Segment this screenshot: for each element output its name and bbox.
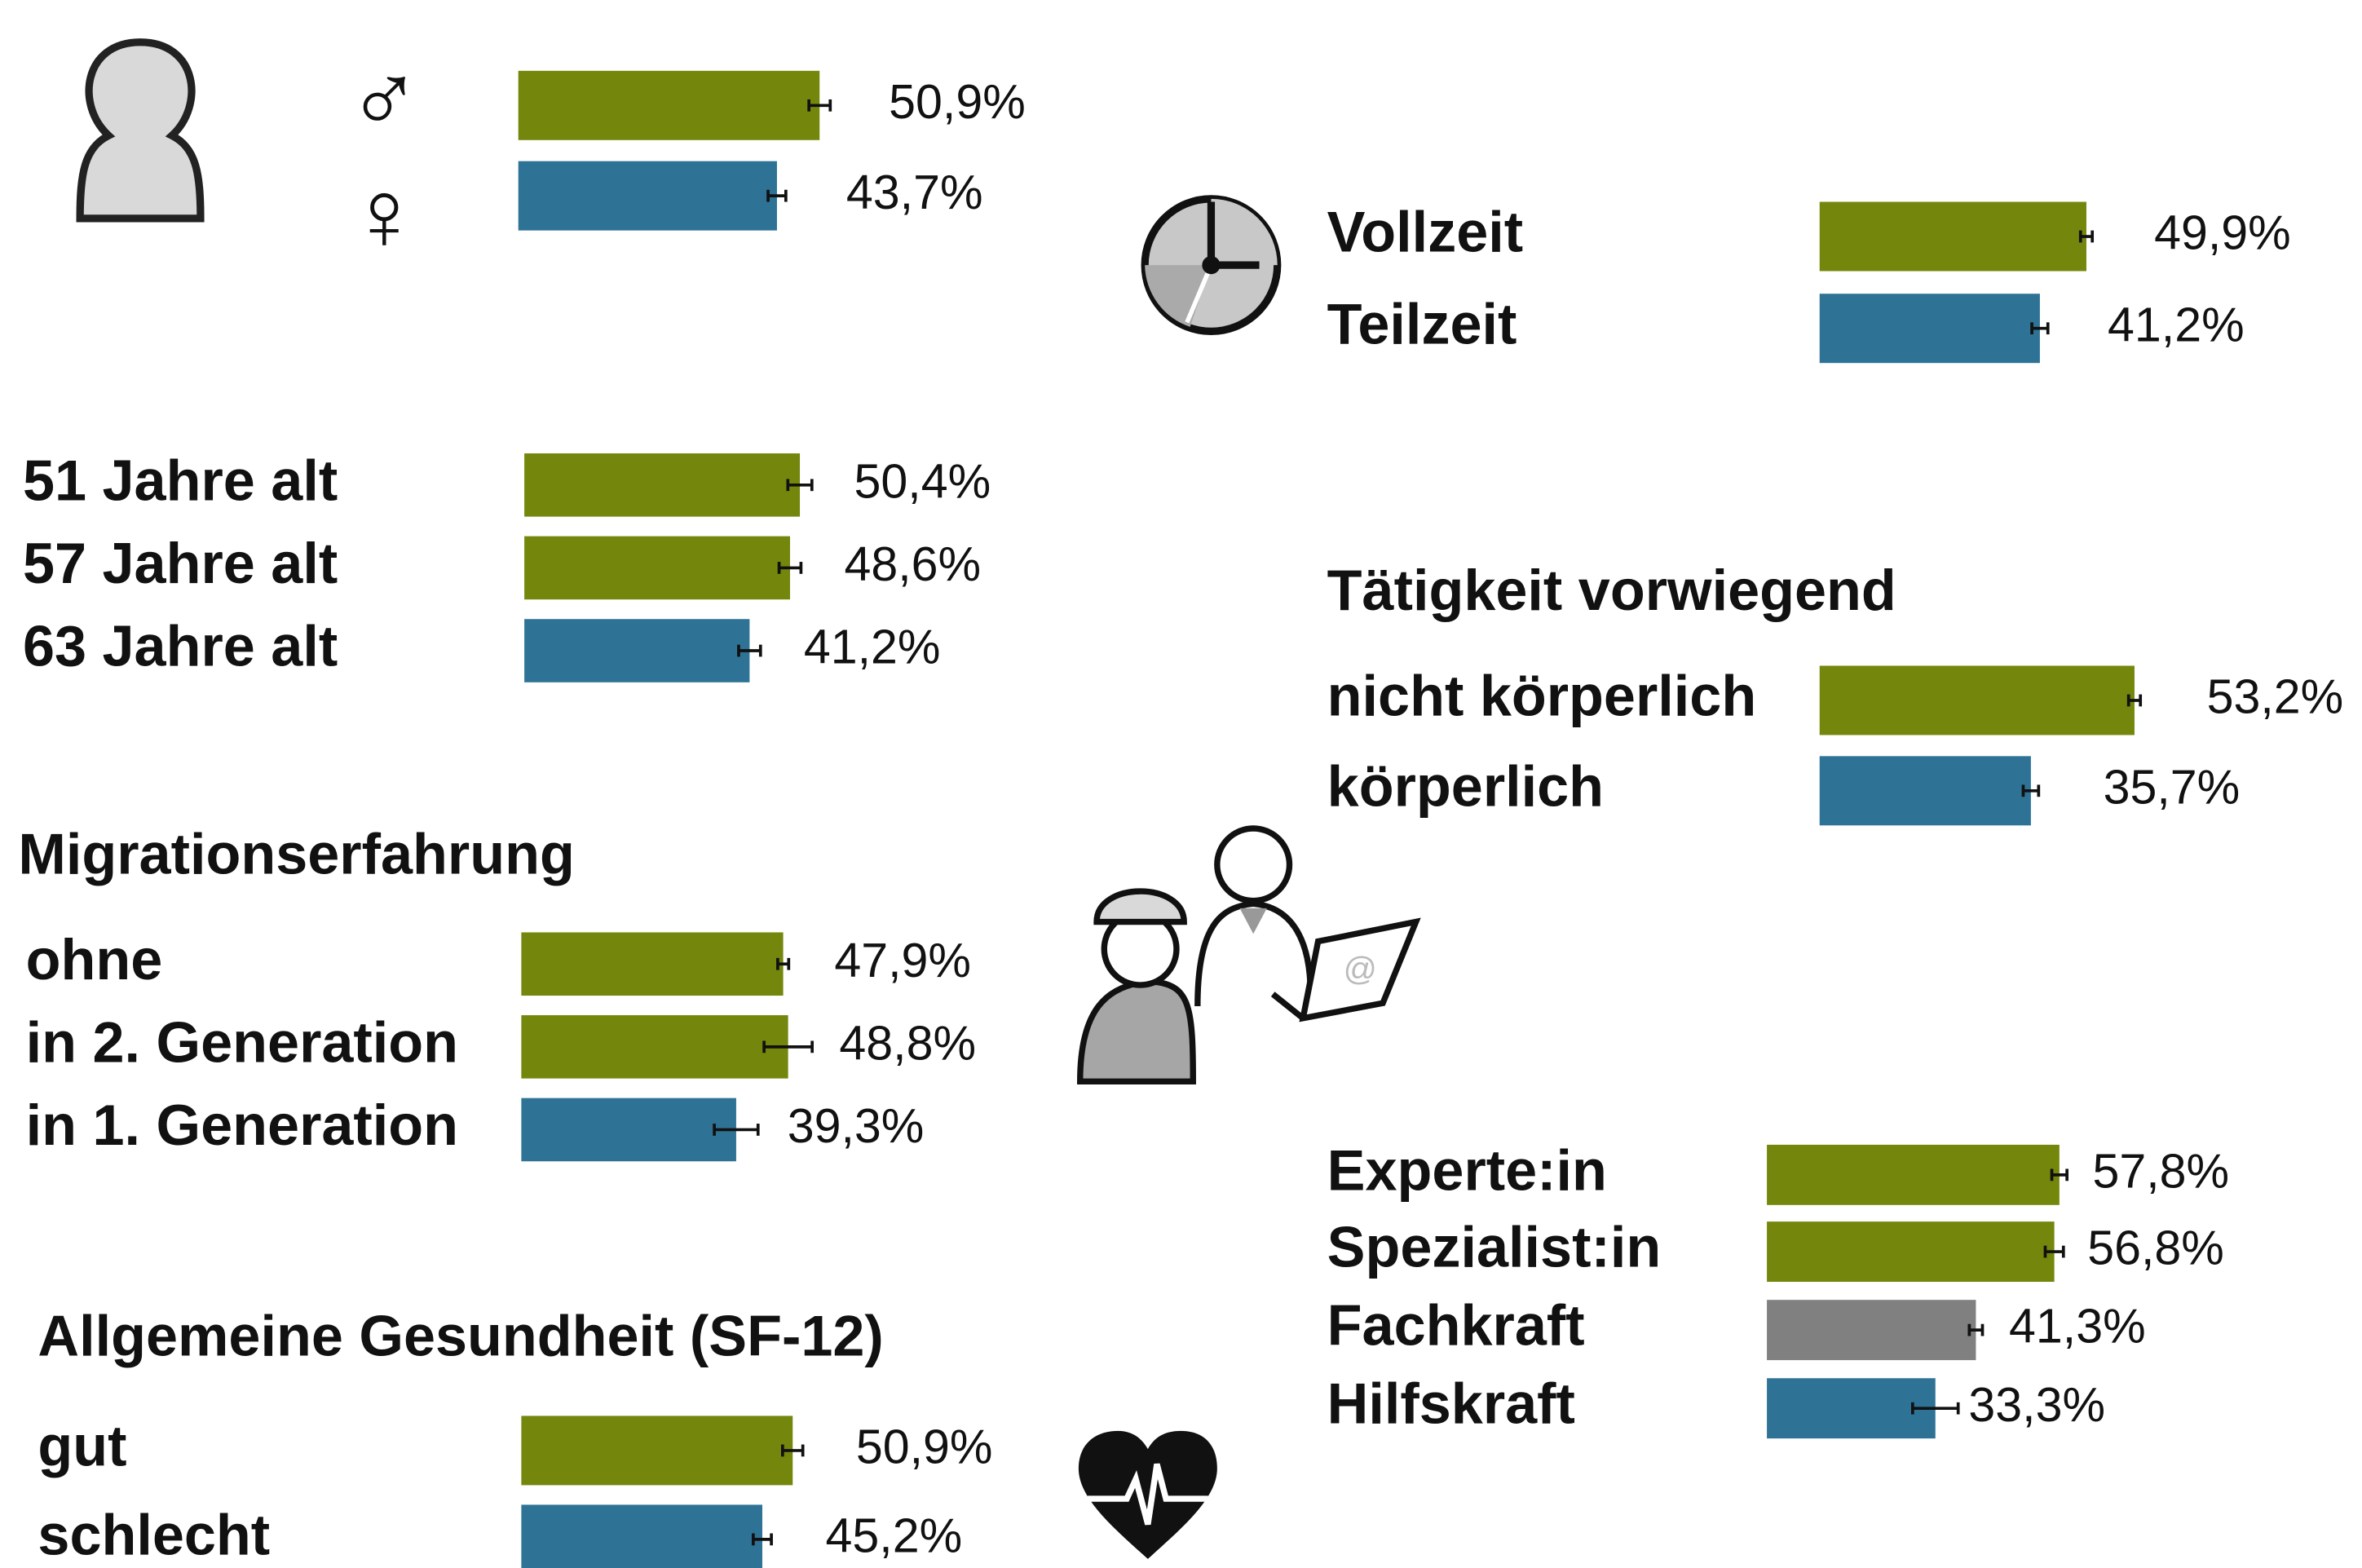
value-label: 39,3% (788, 1098, 925, 1153)
person-icon (80, 42, 201, 219)
value-label: 35,7% (2104, 759, 2241, 814)
value-label: 41,2% (804, 620, 941, 674)
value-label: 33,3% (1968, 1377, 2105, 1432)
page: {"chart_data": [ {"type": "hbar", "categ… (0, 0, 2362, 1568)
value-label: 41,3% (2009, 1299, 2146, 1354)
bar (519, 161, 777, 231)
value-label: 53,2% (2207, 669, 2344, 724)
category-label: 57 Jahre alt (23, 531, 338, 595)
category-label: ♂ (347, 39, 422, 150)
category-label: Experte:in (1327, 1137, 1607, 1202)
category-label: Hilfskraft (1327, 1371, 1575, 1436)
value-label: 57,8% (2092, 1143, 2229, 1198)
bar (1767, 1221, 2055, 1282)
at-symbol: @ (1344, 950, 1377, 987)
category-label: in 2. Generation (26, 1009, 458, 1074)
heart-icon (1079, 1431, 1217, 1559)
bar (1767, 1300, 1976, 1360)
bar (1820, 294, 2040, 363)
value-label: 48,8% (839, 1015, 976, 1070)
category-label: in 1. Generation (26, 1093, 458, 1157)
bar (1767, 1145, 2060, 1205)
category-label: Spezialist:in (1327, 1215, 1662, 1279)
bar (521, 932, 783, 996)
clock-icon (1145, 199, 1278, 332)
bar (1820, 665, 2135, 735)
category-label: gut (38, 1413, 126, 1477)
value-label: 43,7% (846, 165, 983, 219)
value-label: 41,2% (2108, 297, 2245, 351)
value-label: 50,4% (854, 453, 991, 508)
value-label: 45,2% (826, 1508, 963, 1563)
bar (519, 71, 820, 140)
category-label: Vollzeit (1327, 200, 1523, 264)
category-label: ♀ (347, 160, 422, 271)
bar (521, 1098, 736, 1162)
value-label: 50,9% (856, 1420, 993, 1474)
category-label: Teilzeit (1327, 291, 1517, 356)
section-title: Migrationserfahrung (18, 821, 574, 886)
section-title: Tätigkeit vorwiegend (1327, 558, 1896, 622)
bar (524, 537, 790, 600)
workers-icon: @ (1080, 828, 1416, 1081)
bar (521, 1015, 788, 1079)
category-label: 51 Jahre alt (23, 448, 338, 512)
value-label: 47,9% (834, 933, 971, 987)
value-label: 49,9% (2154, 205, 2291, 260)
category-label: körperlich (1327, 753, 1604, 818)
infographic: @ ♂ 50,9% ♀ 43,7% Vollzeit 49,9% Teilzeit 41,2%… (0, 0, 2362, 1568)
bar (521, 1504, 762, 1568)
category-label: nicht körperlich (1327, 664, 1757, 728)
bar (521, 1416, 792, 1485)
category-label: 63 Jahre alt (23, 614, 338, 678)
category-label: ohne (26, 927, 163, 992)
category-label: Fachkraft (1327, 1293, 1585, 1358)
bar (1820, 202, 2086, 272)
value-label: 56,8% (2087, 1221, 2224, 1275)
value-label: 48,6% (844, 537, 981, 591)
bar (524, 453, 800, 517)
value-label: 50,9% (889, 74, 1026, 129)
bar (1767, 1378, 1936, 1438)
bar (524, 619, 749, 682)
bar (1820, 756, 2031, 825)
section-title: Allgemeine Gesundheit (SF-12) (38, 1304, 883, 1368)
category-label: schlecht (38, 1502, 270, 1566)
